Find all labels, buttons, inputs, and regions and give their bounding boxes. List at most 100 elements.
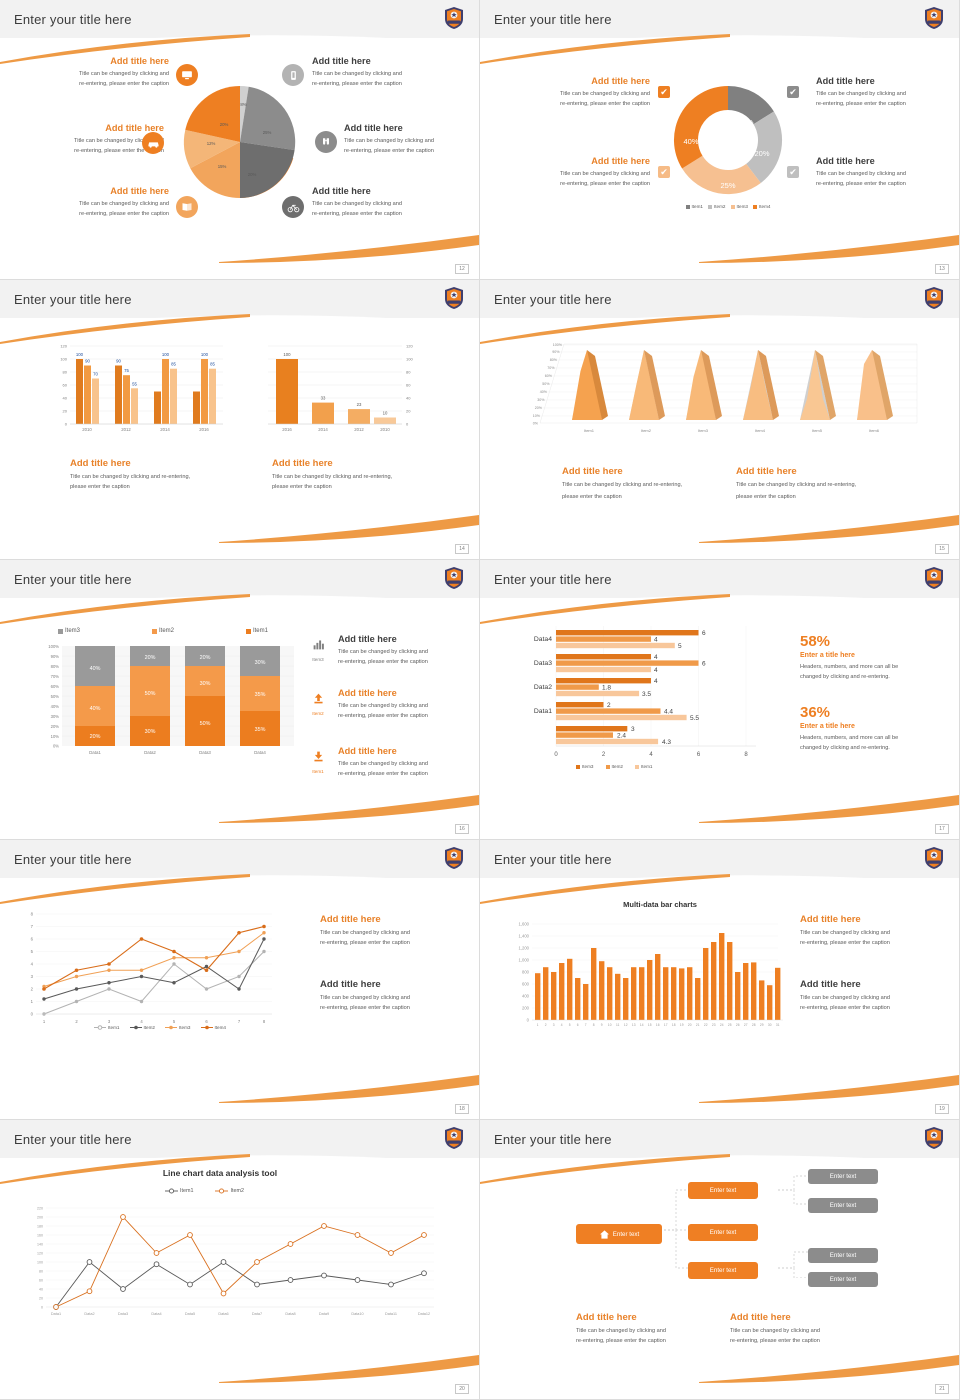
svg-text:2010: 2010 <box>380 427 390 432</box>
svg-text:11: 11 <box>616 1023 620 1027</box>
tree-mid-node-3[interactable]: Enter text <box>688 1262 758 1279</box>
svg-text:20: 20 <box>63 409 68 414</box>
item-label: Item2 <box>312 711 324 716</box>
tree-leaf-node-1[interactable]: Enter text <box>808 1169 878 1184</box>
svg-text:Data2: Data2 <box>84 1312 94 1316</box>
svg-text:1.8: 1.8 <box>602 684 611 691</box>
item-caption: Title can be changed by clicking and re-e… <box>338 649 428 666</box>
svg-text:5.5: 5.5 <box>690 715 699 722</box>
slide-header <box>480 560 959 598</box>
feature-left-3[interactable]: Add title here Title can be changed by c… <box>14 186 169 220</box>
slide-pie-six-feature: Enter your title here <box>0 0 480 280</box>
feature-right-1[interactable]: Add title here Title can be changed by c… <box>816 76 956 110</box>
svg-text:4.4: 4.4 <box>664 708 673 715</box>
stat-block-1[interactable]: 58% Enter a title here Headers, numbers,… <box>800 633 950 682</box>
svg-text:80: 80 <box>406 370 411 375</box>
svg-text:100: 100 <box>37 1260 43 1264</box>
caption-block-2[interactable]: Add title here Title can be changed by c… <box>800 979 950 1014</box>
svg-text:100%: 100% <box>553 343 563 347</box>
item-title: Add title here <box>338 634 397 644</box>
svg-text:40: 40 <box>63 396 68 401</box>
feature-left-2[interactable]: Add title here Title can be changed by c… <box>6 123 164 157</box>
feature-left-1[interactable]: Add title here Title can be changed by c… <box>500 76 650 110</box>
svg-text:3: 3 <box>31 974 34 979</box>
item-text-1[interactable]: Add title here Title can be changed by c… <box>338 746 474 780</box>
tree-leaf-node-3[interactable]: Enter text <box>808 1248 878 1263</box>
page-number: 19 <box>935 1104 949 1114</box>
accent-swoosh-bottom-right <box>699 515 959 543</box>
svg-text:2: 2 <box>31 987 34 992</box>
svg-text:180: 180 <box>37 1224 43 1228</box>
item-text-2[interactable]: Add title here Title can be changed by c… <box>338 688 474 722</box>
feature-left-2[interactable]: Add title here Title can be changed by c… <box>500 156 650 190</box>
stat-title: Enter a title here <box>800 651 855 659</box>
svg-text:100: 100 <box>283 352 291 357</box>
svg-text:75: 75 <box>124 368 129 373</box>
svg-text:Data4: Data4 <box>151 1312 161 1316</box>
svg-text:7: 7 <box>238 1019 241 1024</box>
download-arrow-icon <box>313 751 323 762</box>
svg-text:35%: 35% <box>255 727 266 733</box>
svg-text:70%: 70% <box>51 674 60 679</box>
svg-text:60%: 60% <box>545 374 553 378</box>
caption-block-right[interactable]: Add title here Title can be changed by c… <box>272 458 447 493</box>
svg-text:2: 2 <box>607 702 611 709</box>
caption-block-1[interactable]: Add title here Title can be changed by c… <box>576 1312 726 1347</box>
feature-title: Add title here <box>312 186 371 196</box>
svg-text:100: 100 <box>76 352 84 357</box>
feature-right-2[interactable]: Add title here Title can be changed by c… <box>816 156 956 190</box>
tree-leaf-node-2[interactable]: Enter text <box>808 1198 878 1213</box>
item-text-3[interactable]: Add title here Title can be changed by c… <box>338 634 474 668</box>
svg-text:4.3: 4.3 <box>662 739 671 746</box>
svg-text:40%: 40% <box>51 704 60 709</box>
feature-left-1[interactable]: Add title here Title can be changed by c… <box>14 56 169 90</box>
feature-right-3[interactable]: Add title here Title can be changed by c… <box>312 186 470 220</box>
feature-right-1[interactable]: Add title here Title can be changed by c… <box>312 56 470 90</box>
tree-root-node[interactable]: Enter text <box>576 1224 662 1244</box>
feature-right-2[interactable]: Add title here Title can be changed by c… <box>344 123 479 157</box>
svg-text:1,400: 1,400 <box>519 934 530 939</box>
tree-mid-node-1[interactable]: Enter text <box>688 1182 758 1199</box>
stat-title: Enter a title here <box>800 722 855 730</box>
accent-swoosh-top-left <box>0 594 250 624</box>
smartphone-icon <box>282 64 304 86</box>
page-title: Enter your title here <box>494 1132 612 1147</box>
svg-text:2010: 2010 <box>82 427 92 432</box>
caption-block-2[interactable]: Add title here Title can be changed by c… <box>730 1312 880 1347</box>
legend-item: Item1 <box>635 764 653 769</box>
stat-block-2[interactable]: 36% Enter a title here Headers, numbers,… <box>800 704 950 753</box>
svg-text:30%: 30% <box>200 681 211 687</box>
caption-block-2[interactable]: Add title here Title can be changed by c… <box>320 979 470 1014</box>
tree-mid-node-2[interactable]: Enter text <box>688 1224 758 1241</box>
caption-block-left[interactable]: Add title here Title can be changed by c… <box>562 466 732 503</box>
shield-badge-logo-icon <box>925 7 943 29</box>
page-title: Enter your title here <box>494 572 612 587</box>
caption-block-right[interactable]: Add title here Title can be changed by c… <box>736 466 906 503</box>
accent-swoosh-bottom-right <box>219 795 479 823</box>
caption-block-left[interactable]: Add title here Title can be changed by c… <box>70 458 245 493</box>
slide-header <box>480 840 959 878</box>
shield-badge-logo-icon <box>445 287 463 309</box>
pie-label-8: 8% <box>240 102 246 107</box>
svg-text:2012: 2012 <box>121 427 131 432</box>
svg-text:40%: 40% <box>90 706 101 712</box>
svg-text:8: 8 <box>744 752 748 758</box>
feature-caption: Title can be changed by clicking and re-e… <box>816 91 906 108</box>
svg-text:23: 23 <box>712 1023 716 1027</box>
svg-text:5: 5 <box>678 643 682 650</box>
svg-text:1,000: 1,000 <box>519 958 530 963</box>
svg-text:19: 19 <box>680 1023 684 1027</box>
caption-title: Add title here <box>70 458 131 469</box>
pie-label-20a: 20% <box>220 122 229 127</box>
caption-text: Title can be changed by clicking and re-e… <box>320 995 410 1012</box>
feature-title: Add title here <box>110 56 169 66</box>
tree-leaf-node-4[interactable]: Enter text <box>808 1272 878 1287</box>
feature-title: Add title here <box>110 186 169 196</box>
caption-block-1[interactable]: Add title here Title can be changed by c… <box>800 914 950 949</box>
svg-text:4: 4 <box>649 752 653 758</box>
page-number: 20 <box>455 1384 469 1394</box>
caption-title: Add title here <box>562 466 623 477</box>
grouped-bar-chart: 120 100 80 60 40 20 0 100 90 70 2010 90 75 55… <box>60 344 223 432</box>
caption-block-1[interactable]: Add title here Title can be changed by c… <box>320 914 470 949</box>
svg-text:Data5: Data5 <box>185 1312 195 1316</box>
